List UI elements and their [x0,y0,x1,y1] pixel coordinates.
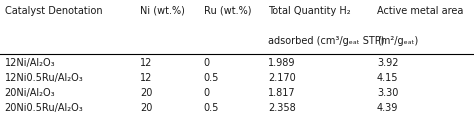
Text: Ni (wt.%): Ni (wt.%) [140,6,185,16]
Text: 3.92: 3.92 [377,58,398,68]
Text: (m²/gₑₐₜ): (m²/gₑₐₜ) [377,36,418,46]
Text: 20Ni/Al₂O₃: 20Ni/Al₂O₃ [5,87,55,97]
Text: 1.817: 1.817 [268,87,295,97]
Text: 4.15: 4.15 [377,73,398,82]
Text: 0: 0 [204,87,210,97]
Text: Catalyst Denotation: Catalyst Denotation [5,6,102,16]
Text: adsorbed (cm³/gₑₐₜ STP): adsorbed (cm³/gₑₐₜ STP) [268,36,384,46]
Text: Total Quantity H₂: Total Quantity H₂ [268,6,350,16]
Text: 20: 20 [140,87,152,97]
Text: 0.5: 0.5 [204,73,219,82]
Text: 4.39: 4.39 [377,102,398,112]
Text: 20Ni0.5Ru/Al₂O₃: 20Ni0.5Ru/Al₂O₃ [5,102,83,112]
Text: 20: 20 [140,102,152,112]
Text: 2.170: 2.170 [268,73,296,82]
Text: 1.989: 1.989 [268,58,295,68]
Text: 0.5: 0.5 [204,102,219,112]
Text: 12: 12 [140,73,152,82]
Text: Ru (wt.%): Ru (wt.%) [204,6,251,16]
Text: 0: 0 [204,58,210,68]
Text: Active metal area: Active metal area [377,6,463,16]
Text: 12Ni/Al₂O₃: 12Ni/Al₂O₃ [5,58,55,68]
Text: 12Ni0.5Ru/Al₂O₃: 12Ni0.5Ru/Al₂O₃ [5,73,83,82]
Text: 2.358: 2.358 [268,102,296,112]
Text: 3.30: 3.30 [377,87,398,97]
Text: 12: 12 [140,58,152,68]
